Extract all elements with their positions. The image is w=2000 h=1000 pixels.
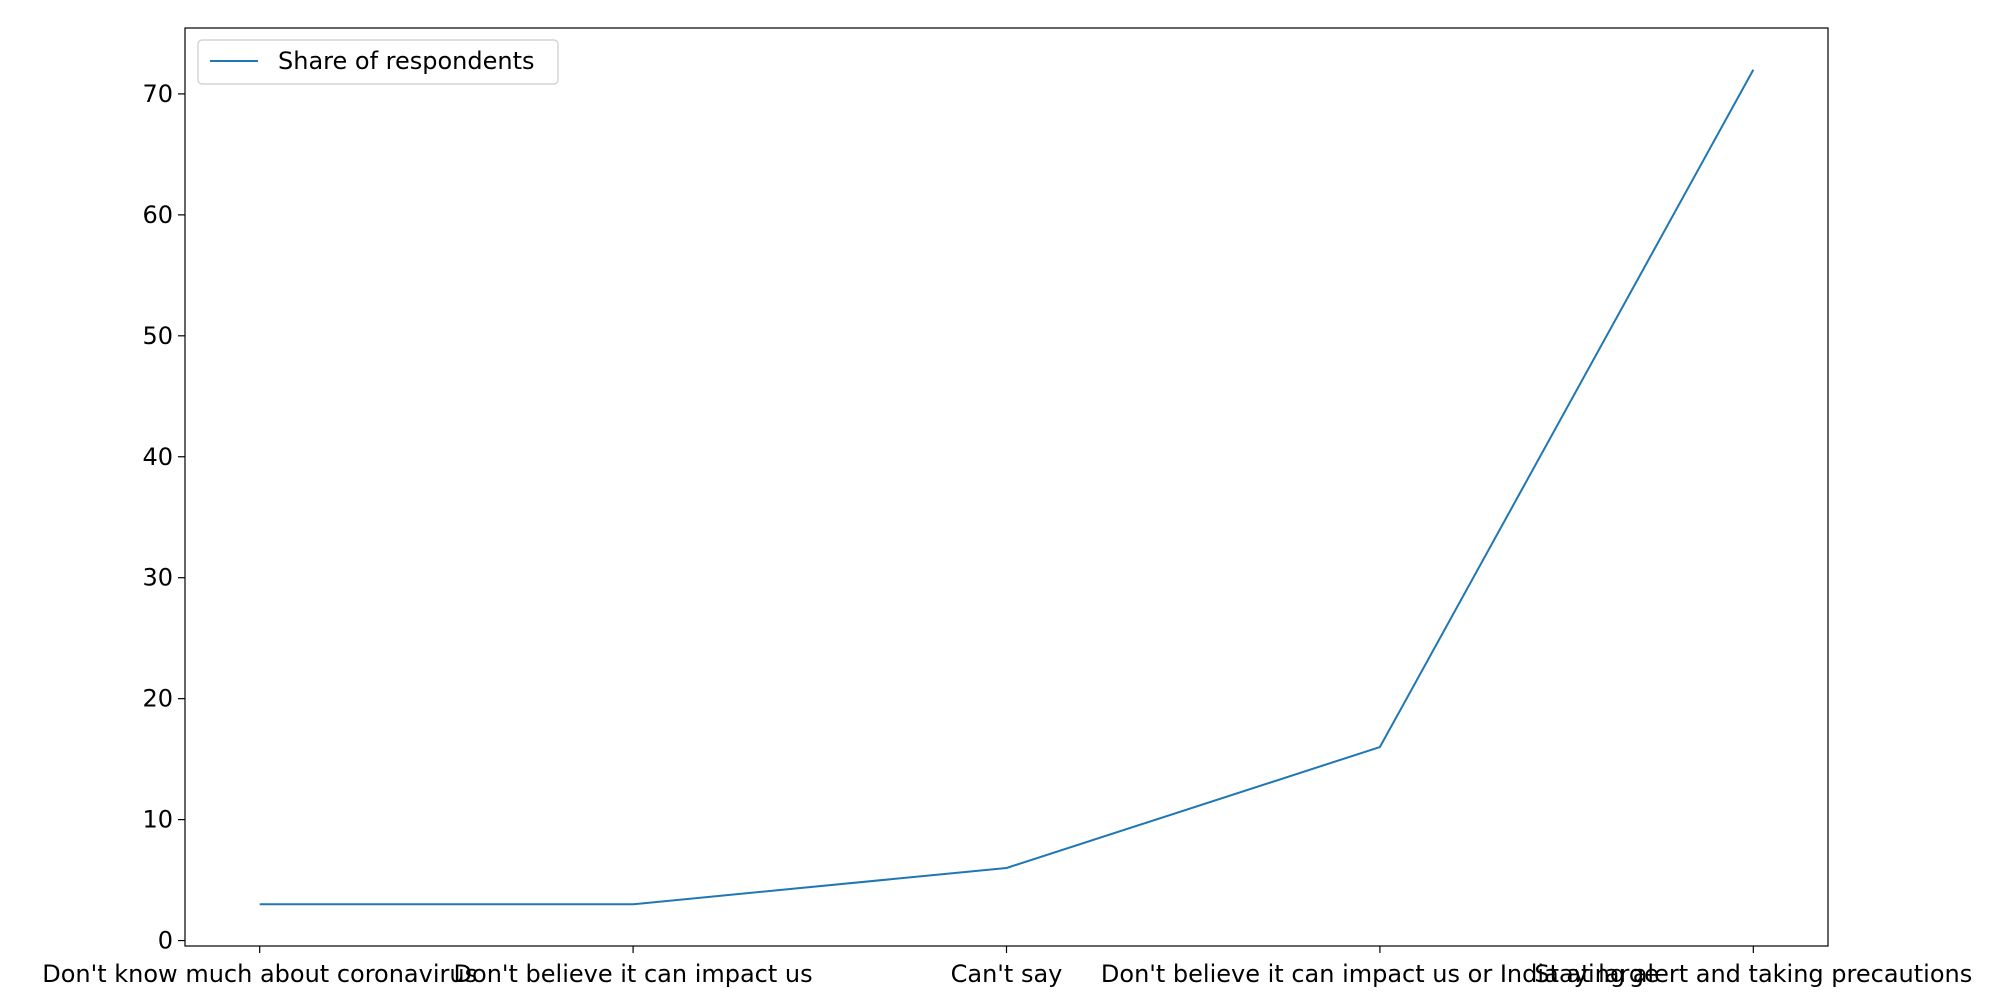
y-tick-label: 0	[158, 927, 173, 955]
x-tick-label: Don't know much about coronavirus	[42, 960, 477, 988]
legend-label-share-of-respondents: Share of respondents	[278, 47, 535, 75]
x-tick-label: Don't believe it can impact us or India …	[1101, 960, 1659, 988]
y-tick-label: 60	[142, 201, 173, 229]
x-tick-label: Don't believe it can impact us	[454, 960, 813, 988]
y-tick-label: 30	[142, 564, 173, 592]
x-tick-label: Staying alert and taking precautions	[1534, 960, 1972, 988]
y-tick-label: 10	[142, 806, 173, 834]
x-tick-label: Can't say	[951, 960, 1063, 988]
y-tick-label: 50	[142, 322, 173, 350]
series-layer	[259, 69, 1755, 906]
legend: Share of respondents	[197, 39, 559, 85]
y-tick-label: 70	[142, 80, 173, 108]
plot-area-frame	[184, 27, 1829, 947]
y-tick-label: 20	[142, 685, 173, 713]
y-tick-label: 40	[142, 443, 173, 471]
legend-box	[197, 39, 559, 85]
series-line-share-of-respondents	[259, 69, 1755, 906]
y-axis: 0 10 20 30 40 50 60 70	[142, 80, 185, 955]
